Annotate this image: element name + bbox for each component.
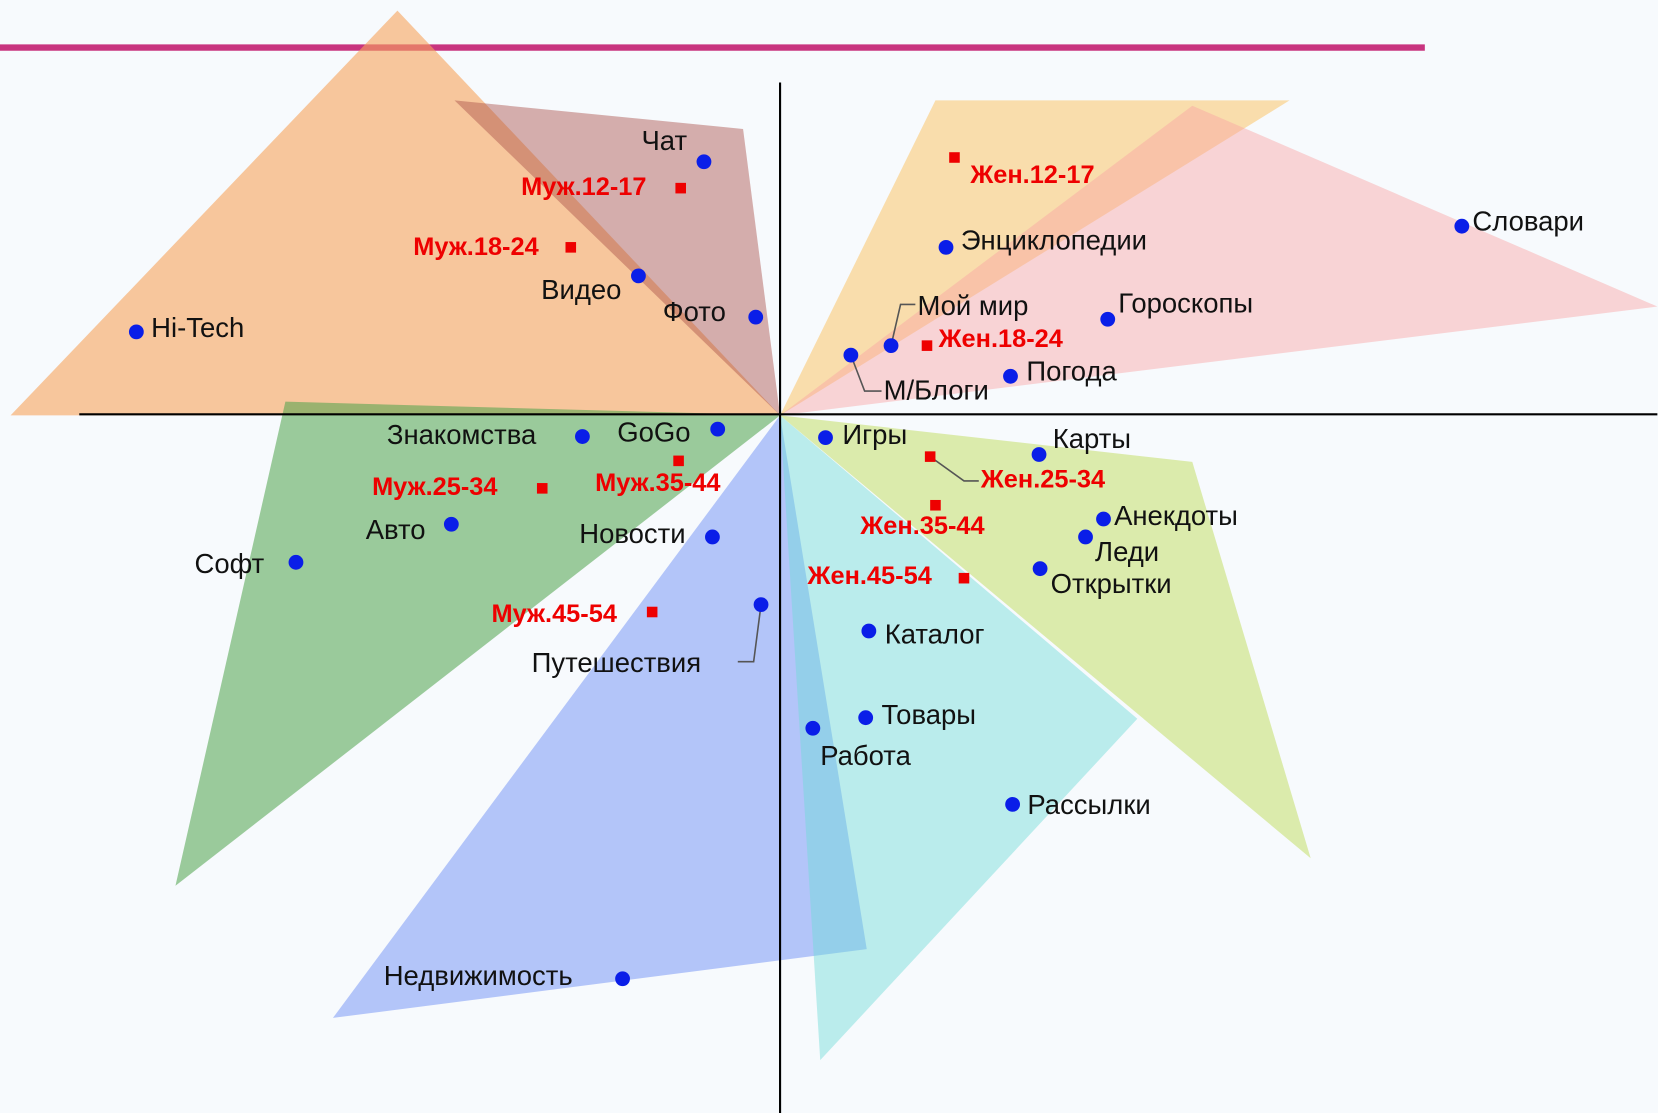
group-point xyxy=(958,572,970,584)
site-label: Погода xyxy=(1026,355,1117,386)
group-point xyxy=(921,340,933,351)
region xyxy=(454,100,781,416)
group-label: Жен.18-24 xyxy=(938,325,1063,353)
site-point xyxy=(1005,796,1021,812)
site-label: Леди xyxy=(1095,536,1159,567)
site-point xyxy=(1096,511,1111,527)
site-point xyxy=(288,554,304,570)
group-label: Муж.18-24 xyxy=(413,233,538,261)
group-label: Жен.12-17 xyxy=(969,161,1094,189)
site-label: Знакомства xyxy=(387,419,537,450)
group-point xyxy=(673,455,684,467)
site-point xyxy=(443,516,459,532)
group-label: Муж.45-54 xyxy=(492,600,617,628)
site-point xyxy=(861,623,877,639)
site-point xyxy=(705,529,720,545)
site-point xyxy=(1031,447,1047,462)
site-point xyxy=(748,309,764,325)
site-label: Новости xyxy=(579,518,685,549)
site-point xyxy=(818,430,833,445)
site-label: М/Блоги xyxy=(884,374,989,405)
site-label: GoGo xyxy=(617,417,690,448)
site-point xyxy=(710,421,726,437)
group-point xyxy=(565,242,577,253)
site-label: Недвижимость xyxy=(384,960,573,991)
site-point xyxy=(753,597,769,613)
group-label: Жен.35-44 xyxy=(859,512,984,540)
site-label: Работа xyxy=(820,740,911,771)
site-point xyxy=(938,239,954,255)
region xyxy=(780,415,1138,1061)
site-label: Карты xyxy=(1053,423,1131,454)
plot: Чат Видео Фото Hi-Tech Знакомства GoGo Авто Нов… xyxy=(0,10,1658,1113)
region xyxy=(332,415,867,1018)
site-label: Открытки xyxy=(1051,568,1172,599)
site-point xyxy=(883,338,899,354)
site-label: Софт xyxy=(194,548,264,579)
site-label: Рассылки xyxy=(1027,789,1150,820)
site-point xyxy=(805,720,821,736)
group-label: Муж.12-17 xyxy=(521,173,646,201)
group-label: Жен.45-54 xyxy=(807,562,932,590)
leader xyxy=(737,604,762,663)
leader xyxy=(850,354,882,392)
leader xyxy=(929,455,979,482)
site-point xyxy=(1003,368,1018,384)
group-point xyxy=(675,182,686,194)
site-point xyxy=(843,347,859,363)
group-label: Муж.35-44 xyxy=(595,469,720,497)
site-point xyxy=(631,268,646,284)
group-point xyxy=(949,152,960,163)
site-point xyxy=(1100,311,1116,327)
site-point xyxy=(128,324,144,340)
site-label: Hi-Tech xyxy=(151,312,244,343)
site-label: Игры xyxy=(842,419,907,450)
site-point xyxy=(615,971,630,987)
group-point xyxy=(536,483,548,494)
site-label: Чат xyxy=(641,125,687,156)
site-point xyxy=(858,710,874,726)
site-label: Видео xyxy=(541,274,621,305)
region xyxy=(780,105,1658,416)
site-label: Энциклопедии xyxy=(961,224,1147,255)
group-label: Муж.25-34 xyxy=(372,473,497,501)
group-label: Жен.25-34 xyxy=(980,466,1105,494)
site-label: Фото xyxy=(663,296,726,327)
leader xyxy=(890,303,916,346)
group-point xyxy=(646,606,658,618)
region xyxy=(10,10,781,416)
site-point xyxy=(1078,529,1093,545)
site-label: Каталог xyxy=(885,619,985,650)
site-point xyxy=(1454,218,1470,234)
group-point xyxy=(924,451,936,462)
region xyxy=(780,100,1290,416)
site-label: Путешествия xyxy=(532,647,701,678)
site-point xyxy=(696,154,712,170)
group-point xyxy=(930,499,941,511)
region xyxy=(175,401,781,886)
site-label: Гороскопы xyxy=(1118,288,1253,319)
site-label: Анекдоты xyxy=(1114,500,1238,531)
site-point xyxy=(575,429,590,444)
site-label: Словари xyxy=(1472,205,1584,236)
site-label: Товары xyxy=(882,699,977,730)
site-point xyxy=(1032,561,1048,577)
site-label: Авто xyxy=(366,514,426,545)
region xyxy=(780,415,1311,859)
site-label: Мой мир xyxy=(917,290,1028,321)
